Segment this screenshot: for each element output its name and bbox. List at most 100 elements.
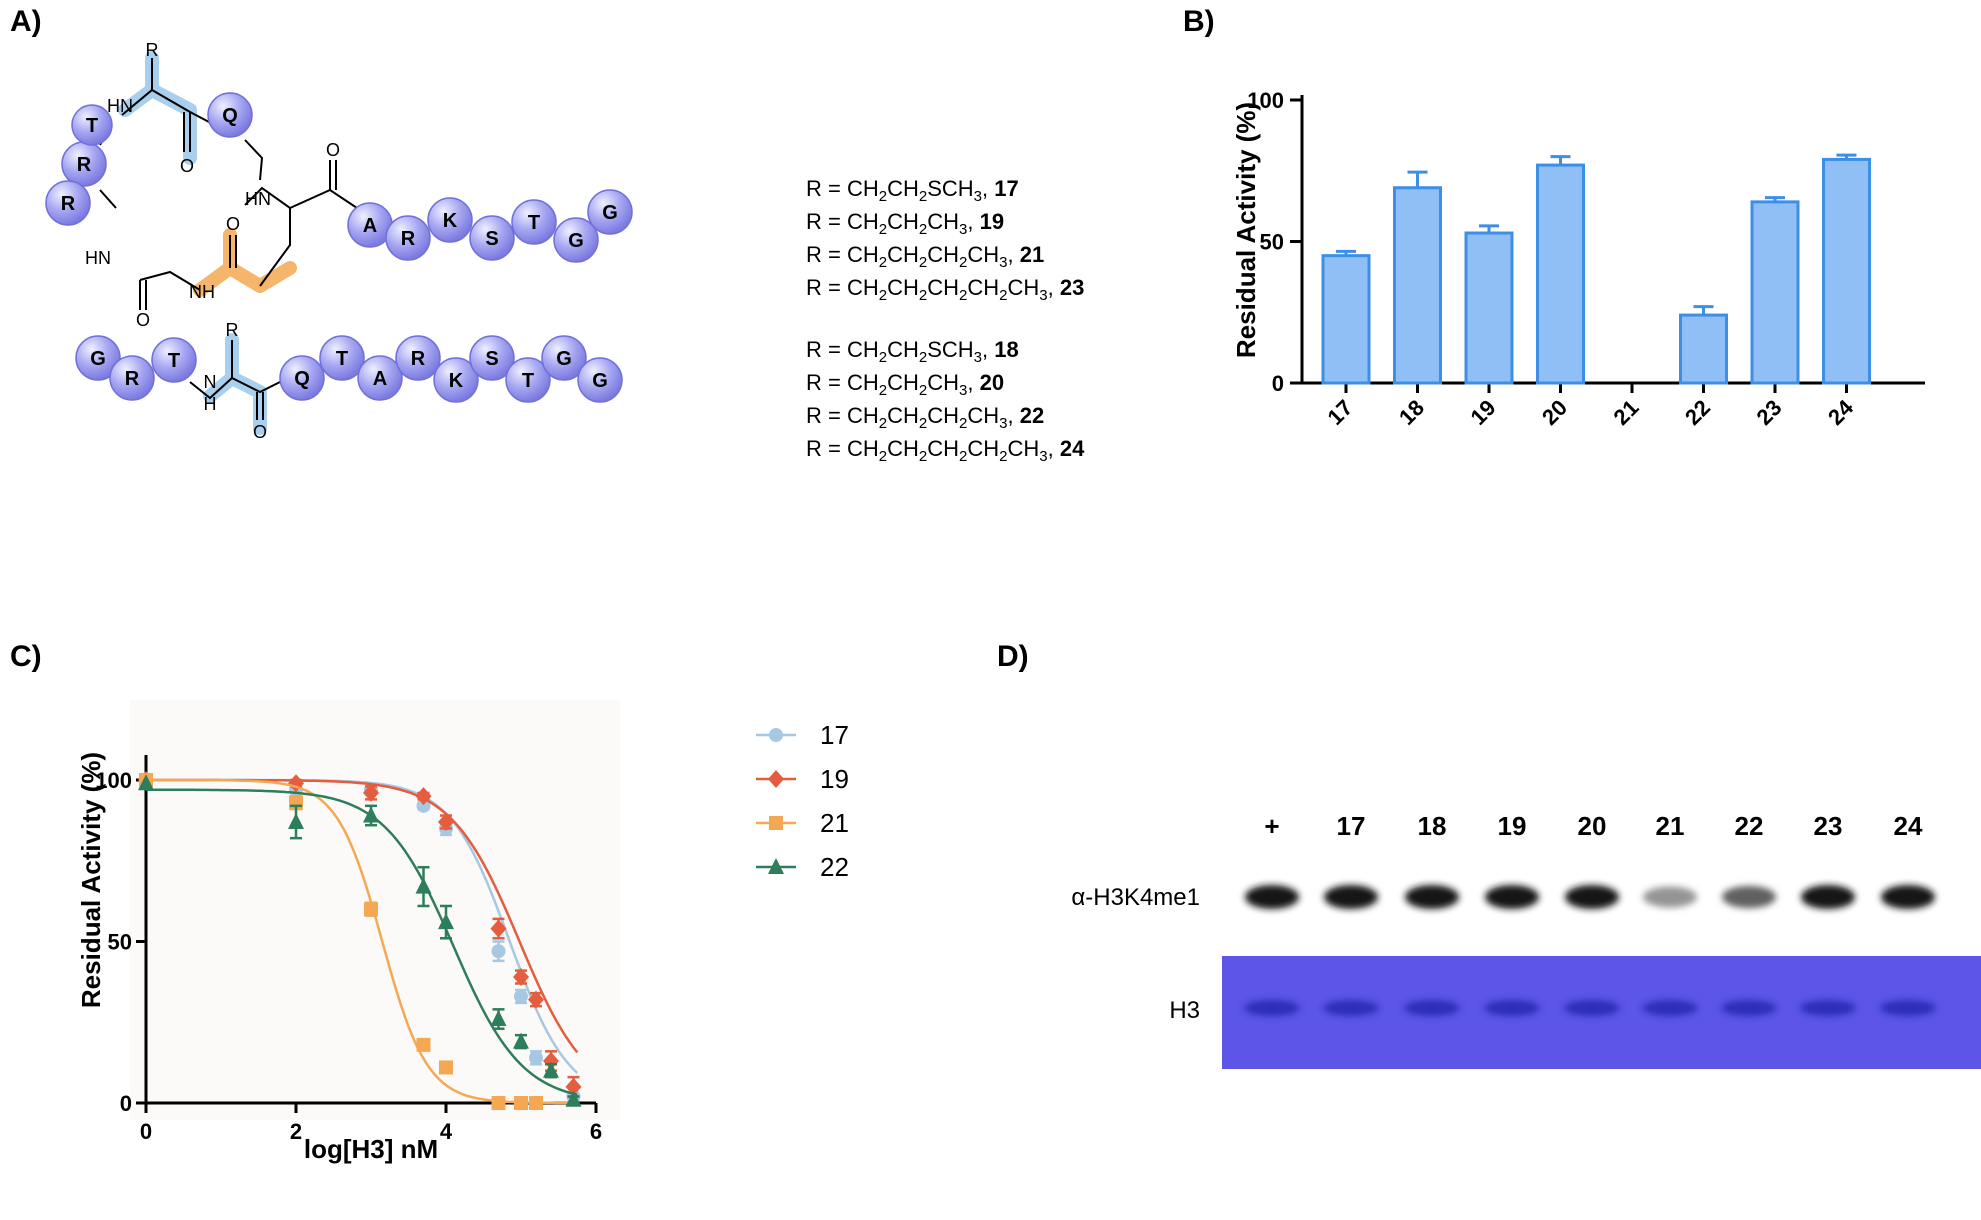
lane-label: 19 (1498, 811, 1527, 841)
bar-ytick-label: 100 (1247, 88, 1284, 113)
r-group-line: R = CH2CH2CH2CH2CH3, 23 (806, 275, 1085, 304)
compound-number: 17 (994, 176, 1019, 201)
linear-highlight (203, 333, 267, 435)
bar (1822, 157, 1871, 385)
lin-residue-G3-label: G (592, 370, 608, 392)
stain-band (1800, 1000, 1856, 1016)
legend-item: 19 (756, 764, 849, 794)
data-point (565, 1077, 582, 1096)
panel-a-label: A) (10, 5, 42, 38)
lin-residue-G2: G (541, 335, 587, 381)
cyclic-residues: R Q T R A R K S T G G (45, 92, 633, 263)
legend-label: 22 (820, 852, 849, 882)
residue-K: K (427, 197, 473, 243)
bar (1464, 231, 1514, 385)
blot-label: α-H3K4me1 (1071, 884, 1200, 911)
compound-number: 19 (979, 209, 1005, 234)
r-group-list-2: R = CH2CH2SCH3, 18 R = CH2CH2CH3, 20 R = C… (806, 333, 1084, 465)
data-point (769, 816, 783, 830)
series-21 (139, 773, 578, 1110)
lin-residue-T3: T (505, 357, 551, 403)
data-point (438, 913, 454, 930)
lin-residue-G-label: G (90, 348, 106, 370)
blue-highlight (118, 51, 197, 165)
lane-label: 22 (1735, 811, 1764, 841)
lin-residue-T2: T (319, 335, 365, 381)
residue-S: S (469, 215, 515, 261)
data-point (491, 944, 506, 959)
residue-T-label: T (86, 115, 98, 137)
data-point (769, 728, 783, 742)
line-ylabel: Residual Activity (%) (76, 752, 106, 1008)
lane-label: 21 (1656, 811, 1685, 841)
data-point (364, 902, 378, 917)
blot-band (1485, 885, 1539, 909)
atom-hn-2: HN (245, 189, 271, 209)
lin-atom-o: O (253, 422, 267, 442)
bar-ytick-label: 0 (1272, 371, 1284, 396)
line-ytick-label: 50 (108, 930, 132, 955)
blot-band (1801, 885, 1855, 909)
bar (1393, 186, 1442, 385)
data-point (491, 1096, 506, 1110)
lane-label: 20 (1578, 811, 1607, 841)
lane-label: 23 (1814, 811, 1843, 841)
r-group-line: R = CH2CH2CH2CH3, 22 (806, 403, 1045, 432)
data-point (514, 1096, 528, 1110)
bar-ytick-label: 50 (1260, 230, 1284, 255)
bar-category-label: 19 (1466, 395, 1501, 430)
residue-R3: R (385, 215, 431, 261)
lin-residue-T: T (151, 337, 197, 383)
atom-o-3: O (226, 214, 240, 234)
lin-residue-T3-label: T (522, 370, 534, 392)
panel-c-label: C) (10, 640, 42, 673)
residue-G: G (553, 217, 599, 263)
data-point (415, 787, 432, 806)
legend-item: 21 (756, 808, 849, 838)
lin-residue-G2-label: G (556, 348, 572, 370)
residue-G2-label: G (602, 202, 618, 224)
data-point (363, 783, 379, 802)
data-point (490, 919, 507, 938)
lane-label: + (1264, 811, 1279, 841)
blot-band (1881, 885, 1935, 909)
legend-item: 22 (756, 852, 849, 882)
bar-category-label: 24 (1823, 394, 1859, 430)
peptide-structures: R Q T R A R K S T G G HN HN HN NH O O O … (45, 40, 633, 442)
atom-o-2: O (326, 140, 340, 160)
stain-band (1642, 1000, 1698, 1016)
lin-residue-K: K (433, 357, 479, 403)
line-ytick-label: 0 (120, 1091, 132, 1116)
lin-atom-n: N (204, 372, 217, 392)
lin-residue-G: G (75, 335, 121, 381)
data-point (513, 968, 529, 987)
stain-band (1404, 1000, 1460, 1016)
r-group-line: R = CH2CH2CH2CH3, 21 (806, 242, 1045, 271)
residue-T: T (71, 104, 113, 146)
data-point (543, 1052, 559, 1071)
gel-image: α-H3K4me1 H3 +17 18 19 20 21 22 23 24 (1071, 811, 1981, 1069)
compound-number: 21 (1019, 242, 1045, 267)
data-point (768, 858, 784, 874)
lane-label: 17 (1337, 811, 1366, 841)
atom-hn-3: HN (85, 248, 111, 268)
blot-band (1565, 885, 1619, 909)
stain-band (1244, 1000, 1300, 1016)
compound-number: 22 (1019, 403, 1045, 428)
residue-Q: Q (207, 92, 253, 138)
residue-A-label: A (363, 215, 377, 237)
stain-band (1564, 1000, 1620, 1016)
residue-R3-label: R (401, 228, 416, 250)
lin-residue-T-label: T (168, 350, 180, 372)
data-point (543, 1061, 559, 1078)
residue-R2: R (45, 180, 91, 226)
data-point (490, 1010, 507, 1027)
line-xlabel: log[H3] nM (304, 1134, 438, 1164)
atom-o-1: O (180, 156, 194, 176)
blot-band (1324, 885, 1378, 909)
stain-band (1323, 1000, 1379, 1016)
compound-number: 18 (994, 337, 1019, 362)
data-point (416, 1037, 431, 1052)
residue-R-label: R (77, 154, 92, 176)
data-point (528, 990, 544, 1009)
